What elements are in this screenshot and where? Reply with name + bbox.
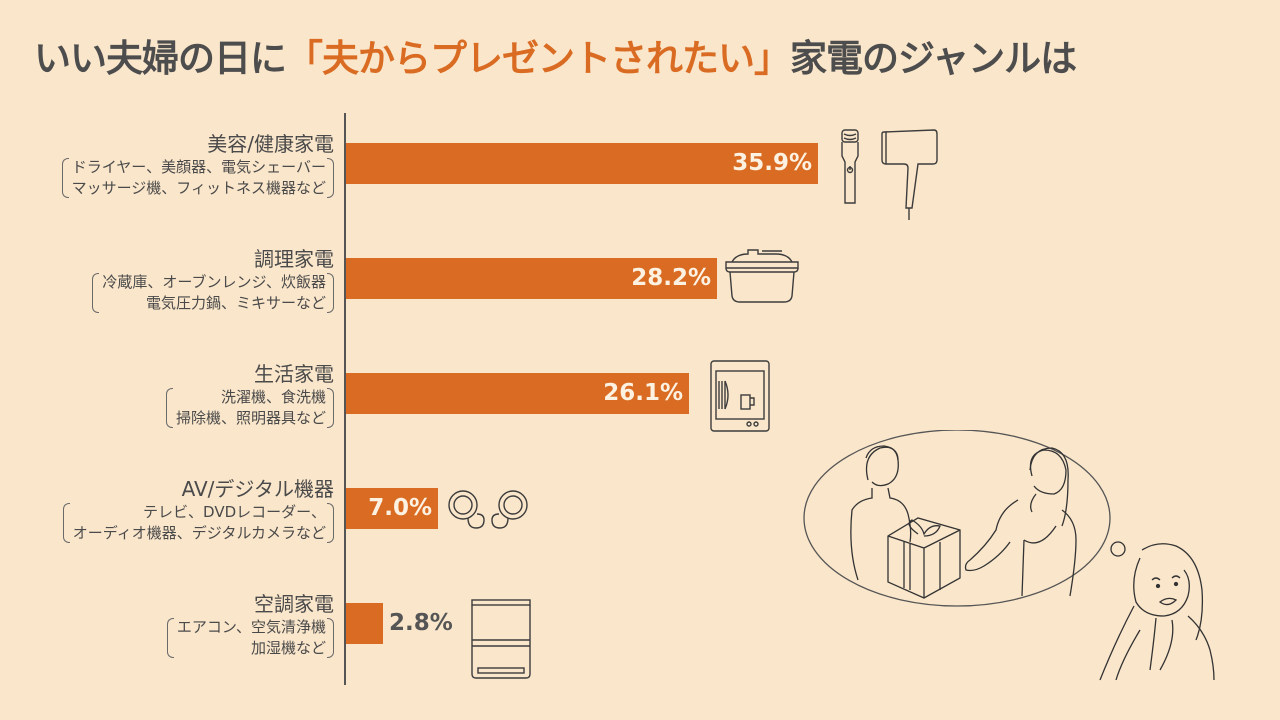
title-highlight: 「夫からプレゼントされたい」 [286,37,791,80]
chart-row-living: 生活家電 洗濯機、食洗機 掃除機、照明器具など [0,361,1280,461]
title-prefix: いい夫婦の日に [34,37,287,80]
title-suffix: 家電のジャンルは [790,37,1077,80]
category-label: 生活家電 洗濯機、食洗機 掃除機、照明器具など [165,361,335,429]
bar-value: 35.9% [732,150,812,176]
category-label: AV/デジタル機器 テレビ、DVDレコーダー、 オーディオ機器、デジタルカメラな… [62,476,335,544]
air-purifier-icon [471,599,531,679]
bar-av-digital: 7.0% [346,488,438,529]
pressure-cooker-icon [725,249,799,303]
chart-row-cooking: 調理家電 冷蔵庫、オーブンレンジ、炊飯器 電気圧力鍋、ミキサーなど [0,246,1280,346]
category-label: 美容/健康家電 ドライヤー、美顔器、電気シェーバー マッサージ機、フィットネス機… [61,131,335,199]
category-name: 美容/健康家電 [207,132,334,156]
category-name: 調理家電 [254,247,334,271]
category-examples: 冷蔵庫、オーブンレンジ、炊飯器 電気圧力鍋、ミキサーなど [92,272,334,314]
hair-dryer-and-shaver-icon [841,129,938,220]
y-axis-line [344,113,346,685]
chart-title: いい夫婦の日に「夫からプレゼントされたい」家電のジャンルは [34,28,1077,82]
bar-living: 26.1% [346,373,689,414]
bar-value: 28.2% [631,265,711,291]
bar-beauty: 35.9% [346,143,818,184]
bar-air-conditioning [346,603,383,644]
bar-value: 26.1% [603,380,683,406]
category-label: 調理家電 冷蔵庫、オーブンレンジ、炊飯器 電気圧力鍋、ミキサーなど [92,246,334,314]
category-name: 生活家電 [254,362,334,386]
chart-row-beauty: 美容/健康家電 ドライヤー、美顔器、電気シェーバー マッサージ機、フィットネス機… [0,131,1280,231]
bar-value: 7.0% [368,495,432,521]
dishwasher-icon [710,360,770,432]
category-name: 空調家電 [254,592,334,616]
bar-value-outside: 2.8% [389,610,453,636]
category-label: 空調家電 エアコン、空気清浄機 加湿機など [166,591,335,659]
couple-gift-thought-illustration [803,430,1215,681]
category-examples: 洗濯機、食洗機 掃除機、照明器具など [165,387,335,429]
category-name: AV/デジタル機器 [181,477,334,501]
chart-row-air-conditioning: 空調家電 エアコン、空気清浄機 加湿機など [0,591,1280,691]
earbuds-icon [448,490,528,529]
bar-cooking: 28.2% [346,258,717,299]
chart-row-av-digital: AV/デジタル機器 テレビ、DVDレコーダー、 オーディオ機器、デジタルカメラな… [0,476,1280,576]
category-examples: テレビ、DVDレコーダー、 オーディオ機器、デジタルカメラなど [62,502,335,544]
category-examples: エアコン、空気清浄機 加湿機など [166,617,335,659]
category-examples: ドライヤー、美顔器、電気シェーバー マッサージ機、フィットネス機器など [61,157,335,199]
